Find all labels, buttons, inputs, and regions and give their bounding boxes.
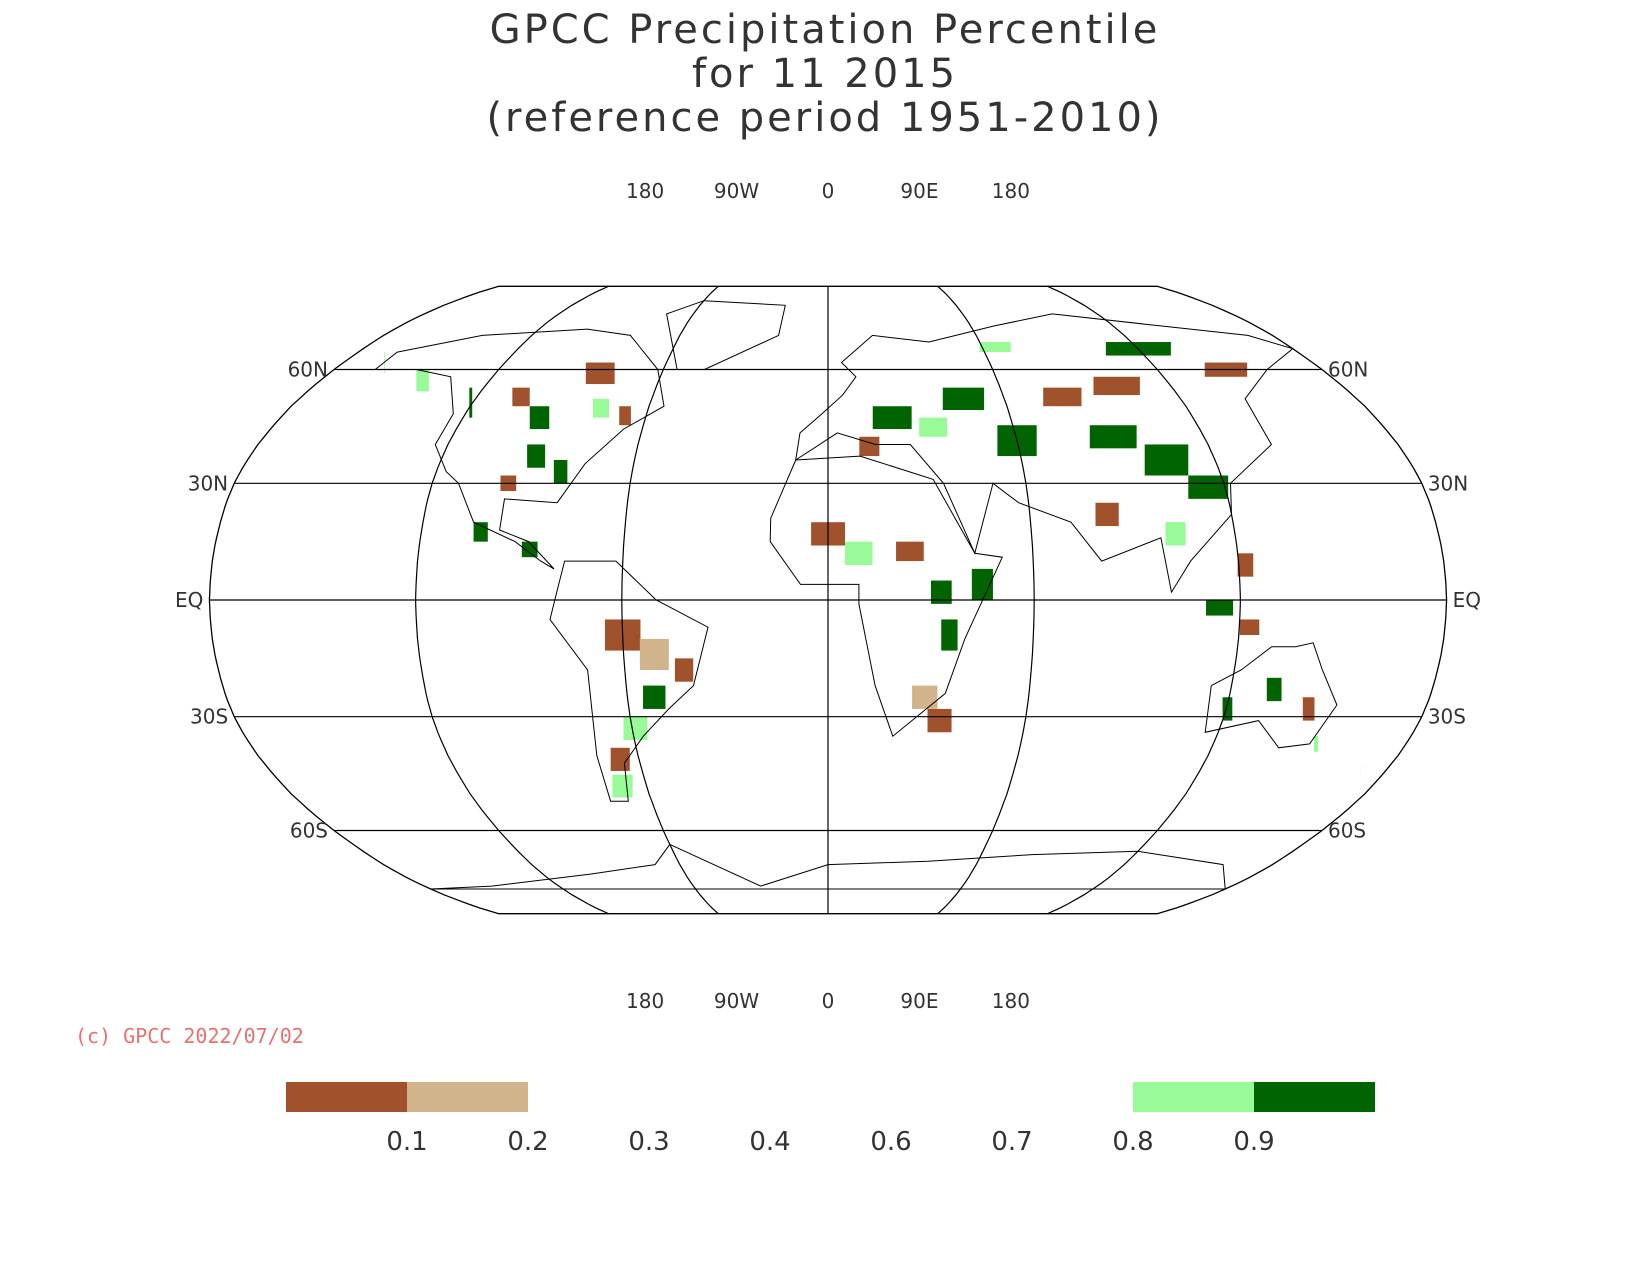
percentile-cell [942, 387, 985, 411]
percentile-cell [912, 685, 938, 709]
percentile-cell [1222, 697, 1233, 721]
coastline [769, 455, 1004, 738]
percentile-cell [521, 541, 538, 558]
graticule [208, 285, 1448, 915]
lon-label-top: 90E [900, 179, 938, 203]
legend-tick-label: 0.9 [1233, 1127, 1275, 1157]
legend-tick-label: 0.2 [507, 1127, 549, 1157]
lon-label-bottom: 0 [822, 989, 835, 1013]
lon-label-bottom: 180 [626, 989, 664, 1013]
lat-label-left: 30N [188, 471, 228, 495]
legend-swatch [407, 1082, 528, 1112]
precip-percentile-cells [384, 342, 1361, 798]
percentile-cell [1043, 387, 1082, 407]
lat-label-left: 60S [290, 818, 328, 842]
coastline [373, 328, 665, 570]
percentile-cell [979, 342, 1011, 353]
lon-label-top: 180 [992, 179, 1030, 203]
percentile-cell [1095, 502, 1119, 527]
percentile-cell [416, 369, 429, 392]
legend-tick-label: 0.7 [991, 1127, 1033, 1157]
map-title: GPCC Precipitation Percentile for 11 201… [0, 8, 1650, 140]
percentile-cell [469, 387, 473, 418]
legend-swatch [1133, 1082, 1254, 1112]
lat-label-right: EQ [1453, 588, 1481, 612]
legend-tick-label: 0.6 [870, 1127, 912, 1157]
percentile-cell [619, 406, 631, 426]
lon-label-top: 0 [822, 179, 835, 203]
percentile-cell [643, 685, 666, 709]
lon-label-bottom: 90E [900, 989, 938, 1013]
lon-label-bottom: 90W [714, 989, 759, 1013]
percentile-cell [896, 541, 924, 562]
title-line-3: (reference period 1951-2010) [486, 95, 1164, 141]
percentile-cell [872, 406, 912, 430]
legend-tick-label: 0.8 [1112, 1127, 1154, 1157]
percentile-cell [919, 417, 948, 437]
percentile-cell [553, 459, 568, 484]
percentile-cell [639, 638, 669, 671]
legend-swatch [1254, 1082, 1375, 1112]
legend-tick-label: 0.4 [749, 1127, 791, 1157]
percentile-cell [1237, 553, 1254, 577]
percentile-cell [593, 398, 610, 418]
percentile-cell [1266, 677, 1282, 702]
lat-label-right: 60S [1328, 818, 1366, 842]
coastline [549, 560, 709, 802]
percentile-cell [1144, 444, 1189, 476]
map-boundary [208, 285, 1448, 915]
percentile-cell [1206, 600, 1234, 616]
lat-label-right: 30S [1428, 705, 1466, 729]
coastline [1204, 642, 1338, 749]
percentile-cell [971, 568, 993, 600]
lon-label-top: 90W [714, 179, 759, 203]
percentile-cell [512, 387, 530, 407]
percentile-cell [1188, 475, 1229, 499]
lon-label-bottom: 180 [992, 989, 1030, 1013]
title-line-2: for 11 2015 [691, 51, 959, 97]
percentile-cell [1239, 619, 1260, 636]
lat-label-right: 30N [1428, 471, 1468, 495]
coastline [666, 300, 786, 370]
percentile-cell [612, 774, 633, 798]
lat-label-left: 60N [288, 358, 328, 382]
lon-label-top: 180 [626, 179, 664, 203]
title-line-1: GPCC Precipitation Percentile [489, 7, 1161, 53]
percentile-cell [623, 716, 648, 741]
legend-swatch [286, 1082, 407, 1112]
percentile-cell [674, 658, 694, 682]
lat-label-right: 60N [1328, 358, 1368, 382]
percentile-cell [585, 362, 615, 385]
percentile-cell [1313, 736, 1318, 752]
percentile-cell [845, 541, 873, 565]
percentile-cell [930, 580, 952, 604]
percentile-cell [1089, 425, 1137, 449]
copyright-credit: (c) GPCC 2022/07/02 [75, 1024, 304, 1048]
grid-labels: 180 90W 0 90E 180 180 90W 0 90E 180 60N 60N 30N 30N EQ… [175, 179, 1481, 1013]
percentile-cell [527, 444, 546, 468]
percentile-cell [1165, 522, 1186, 546]
lat-label-left: 30S [190, 705, 228, 729]
percentile-cell [941, 619, 958, 651]
legend-tick-label: 0.1 [386, 1127, 428, 1157]
percentile-cell [1302, 697, 1315, 721]
percentile-cell [1093, 376, 1140, 396]
lat-label-left: EQ [175, 588, 203, 612]
percentile-cell [927, 708, 952, 733]
percentile-cell [859, 436, 880, 457]
legend-tick-label: 0.3 [628, 1127, 670, 1157]
percentile-cell [529, 406, 550, 430]
coastline [795, 313, 1294, 594]
